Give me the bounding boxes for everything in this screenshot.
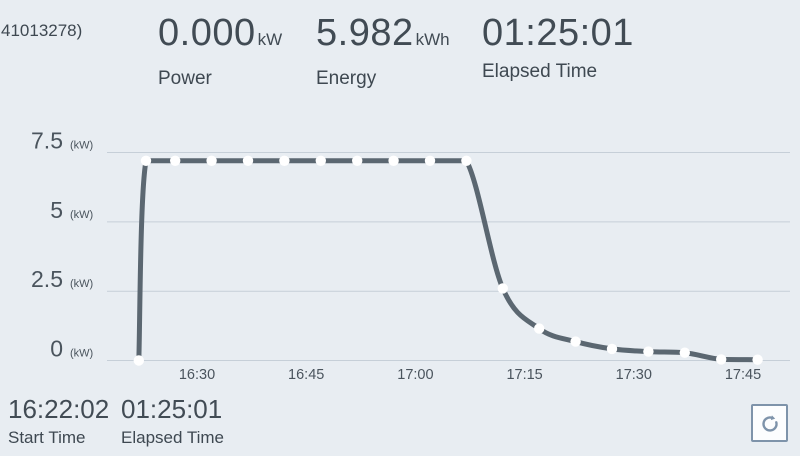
svg-text:0: 0 (50, 336, 63, 362)
svg-text:16:30: 16:30 (179, 367, 215, 383)
stat-elapsed-time: 01:25:01 Elapsed Time (482, 13, 636, 81)
svg-text:17:30: 17:30 (616, 367, 652, 383)
start-time-value: 16:22:02 (8, 394, 110, 424)
session-id: 41013278) (1, 21, 83, 40)
svg-text:17:45: 17:45 (725, 367, 761, 383)
footer-elapsed-value: 01:25:01 (121, 394, 223, 424)
energy-value: 5.982 (316, 12, 414, 54)
svg-text:17:00: 17:00 (397, 367, 433, 383)
svg-text:(kW): (kW) (70, 278, 93, 290)
start-time-label: Start Time (8, 428, 86, 447)
stat-energy: 5.982 kWh Energy (316, 13, 450, 88)
svg-text:17:15: 17:15 (506, 367, 542, 383)
elapsed-time-label: Elapsed Time (482, 61, 598, 82)
svg-text:5: 5 (50, 197, 63, 223)
y-axis-labels: 0 (kW) 2.5 (kW) 5 (kW) 7.5 (kW) (31, 128, 93, 362)
energy-label: Energy (316, 68, 377, 89)
stat-power: 0.000 kW Power (158, 13, 282, 88)
power-unit: kW (257, 30, 283, 49)
refresh-button[interactable] (751, 404, 788, 442)
chart-gridlines (107, 152, 790, 361)
energy-unit: kWh (415, 30, 450, 49)
footer-start-time: 16:22:02 Start Time (8, 396, 109, 446)
svg-text:(kW): (kW) (70, 348, 93, 360)
svg-text:(kW): (kW) (70, 209, 93, 221)
footer-elapsed-label: Elapsed Time (121, 428, 224, 447)
footer-elapsed-time: 01:25:01 Elapsed Time (121, 396, 224, 446)
elapsed-time-value-row: 01:25:01 (482, 13, 636, 53)
power-value-row: 0.000 kW (158, 13, 282, 60)
svg-text:(kW): (kW) (70, 140, 93, 152)
x-axis-labels: 16:30 16:45 17:00 17:15 17:30 17:45 (179, 367, 761, 383)
power-series-markers (133, 155, 763, 366)
energy-value-row: 5.982 kWh (316, 13, 450, 60)
power-series-line (136, 158, 761, 363)
power-value: 0.000 (158, 12, 256, 54)
elapsed-time-value: 01:25:01 (482, 12, 634, 54)
svg-text:2.5: 2.5 (31, 266, 63, 292)
refresh-icon (761, 415, 778, 432)
power-label: Power (158, 68, 212, 89)
svg-text:7.5: 7.5 (31, 128, 63, 154)
svg-text:16:45: 16:45 (288, 367, 324, 383)
